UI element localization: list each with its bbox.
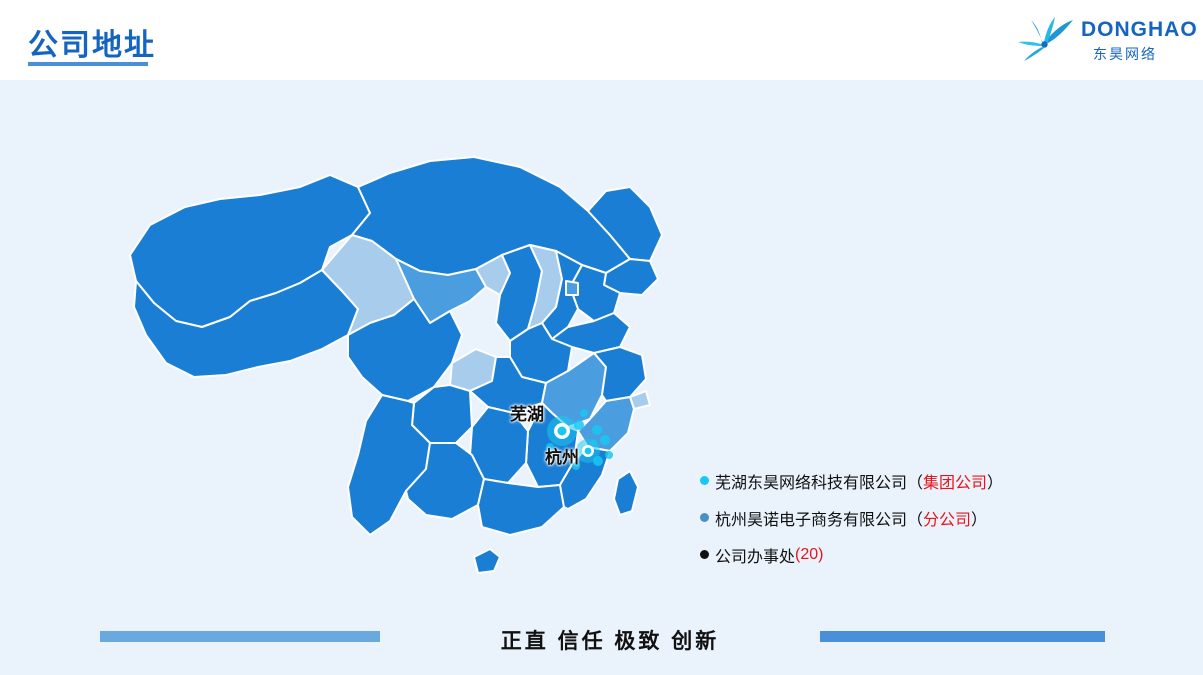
legend-dot-blue <box>700 513 709 522</box>
legend-label-branch-company: 杭州昊诺电子商务有限公司（ <box>715 511 924 529</box>
province-hainan <box>473 548 501 574</box>
company-logo: DONGHAO 东昊网络 <box>1015 12 1197 70</box>
legend-tag-branch-company: 分公司 <box>923 511 972 529</box>
province-heilongjiang <box>587 186 663 262</box>
province-taiwan <box>613 470 639 516</box>
legend-dot-black <box>700 550 709 559</box>
province-zhejiang <box>577 396 635 452</box>
office-markers <box>546 409 613 470</box>
legend-tag-group-company: 集团公司 <box>923 474 988 492</box>
legend-label-group-company-after: ） <box>987 474 1004 492</box>
province-guangdong <box>477 478 565 536</box>
province-guangxi <box>405 442 485 520</box>
china-map-svg <box>129 156 663 574</box>
slide-header: 公司地址 DONGHAO 东昊网络 <box>0 0 1203 80</box>
province-yunnan <box>347 394 431 536</box>
legend-label-branch-company-after: ） <box>971 511 988 529</box>
page-title: 公司地址 <box>28 29 156 62</box>
china-map: 芜湖 杭州 <box>90 95 710 605</box>
title-underline <box>28 62 148 66</box>
legend-label-offices: 公司办事处 <box>715 548 796 566</box>
legend-dot-cyan <box>700 476 709 485</box>
footer-slogan: 正直 信任 极致 创新 <box>500 630 720 653</box>
logo-text-cn: 东昊网络 <box>1093 46 1157 62</box>
legend: 芜湖东昊网络科技有限公司（ 集团公司） 杭州昊诺电子商务有限公司（ 分公司） 公司办… <box>700 462 1170 573</box>
footer-bar-left <box>100 631 380 642</box>
province-sichuan <box>347 298 463 402</box>
map-label-wuhu: 芜湖 <box>510 405 544 424</box>
legend-tag-offices-count: (20) <box>795 545 824 563</box>
legend-item-group-company: 芜湖东昊网络科技有限公司（ 集团公司） <box>700 462 1170 499</box>
logo-text-en: DONGHAO <box>1081 18 1198 41</box>
legend-item-offices: 公司办事处 (20) <box>700 536 1170 573</box>
legend-item-branch-company: 杭州昊诺电子商务有限公司（ 分公司） <box>700 499 1170 536</box>
map-label-hangzhou: 杭州 <box>545 448 579 467</box>
province-beijing <box>565 280 579 296</box>
footer-bar-right <box>820 631 1105 642</box>
legend-label-group-company: 芜湖东昊网络科技有限公司（ <box>715 474 924 492</box>
province-hubei <box>469 356 547 414</box>
fan-burst-logo-icon <box>1018 17 1073 61</box>
